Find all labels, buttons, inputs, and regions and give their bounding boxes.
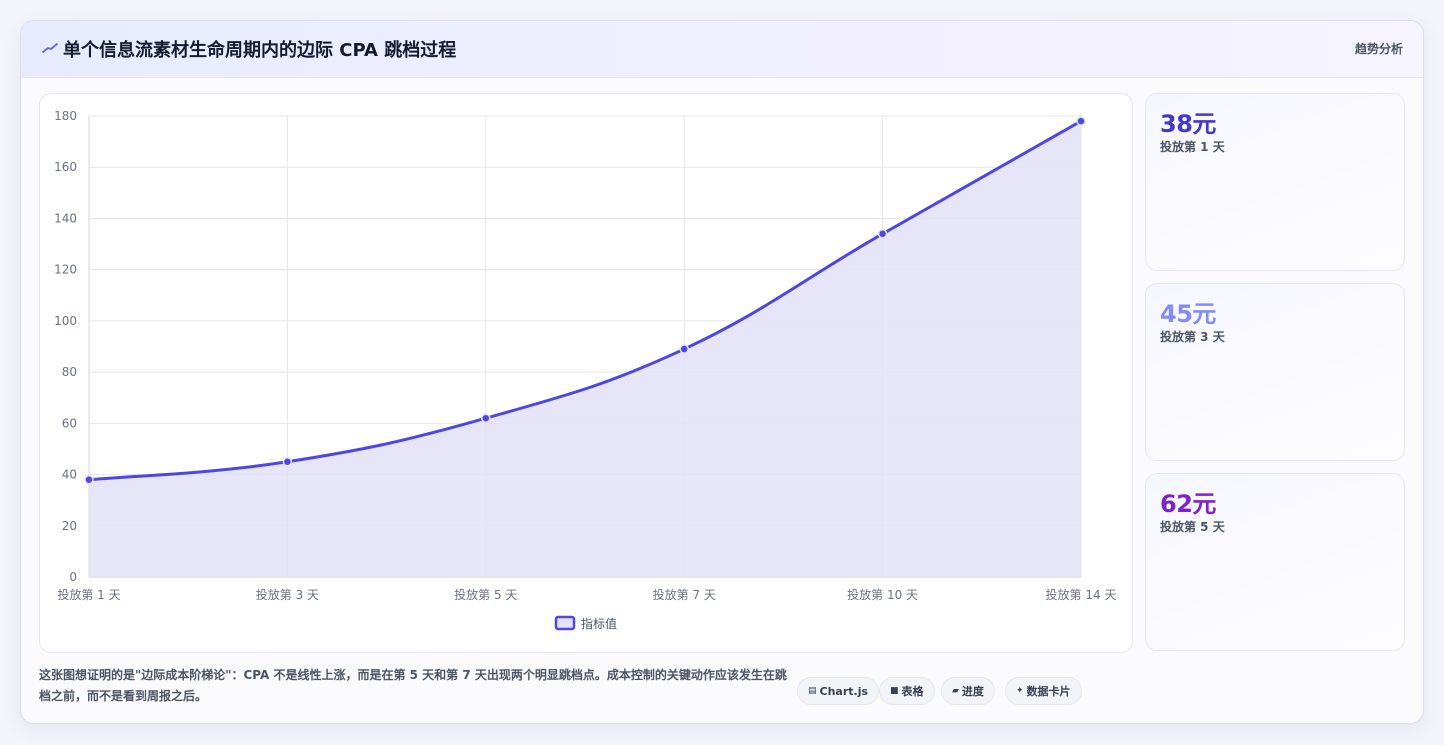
chip-label: 数据卡片 [1026, 685, 1071, 698]
series-line [88, 119, 1082, 482]
chip-data-card[interactable]: ✦ 数据卡片 [1005, 677, 1082, 705]
x-tick-label: 投放第 14 天 [1046, 587, 1117, 602]
panel-header: 单个信息流素材生命周期内的边际 CPA 跳档过程 趋势分析 [21, 21, 1423, 78]
data-point [481, 413, 491, 423]
stat-card-day5: 62元 投放第 5 天 [1145, 473, 1405, 651]
insight-text: 这张图想证明的是"边际成本阶梯论"：CPA 不是线性上涨，而是在第 5 天和第 … [39, 668, 787, 703]
y-tick-label: 180 [54, 109, 77, 123]
trend-icon [42, 43, 58, 53]
y-tick-label: 120 [54, 263, 77, 277]
data-point [84, 474, 94, 485]
y-tick-label: 140 [54, 211, 77, 225]
chip-label: 表格 [901, 685, 924, 698]
table-icon: ■ [890, 686, 899, 696]
y-tick-label: 80 [62, 365, 77, 379]
y-tick-label: 100 [54, 314, 77, 328]
chip-label: 进度 [961, 685, 984, 698]
data-point [1076, 116, 1086, 126]
chip-label: Chart.js [819, 684, 869, 698]
x-tick-label: 投放第 1 天 [57, 587, 120, 602]
dashboard-panel: 单个信息流素材生命周期内的边际 CPA 跳档过程 趋势分析 0 20 40 60 80 1… [20, 20, 1424, 724]
progress-icon: ▰ [952, 686, 959, 696]
stat-label: 投放第 3 天 [1160, 330, 1225, 344]
legend-label: 指标值 [581, 616, 617, 631]
chip-chartjs[interactable]: ▤ Chart.js [797, 677, 880, 705]
x-tick-label: 投放第 10 天 [847, 587, 918, 602]
stat-label: 投放第 5 天 [1160, 520, 1225, 534]
y-tick-label: 20 [62, 519, 77, 533]
x-tick-label: 投放第 3 天 [256, 587, 319, 602]
x-tick-label: 投放第 7 天 [653, 587, 716, 602]
stat-label: 投放第 1 天 [1160, 140, 1225, 154]
x-tick-label: 投放第 5 天 [454, 587, 517, 602]
sparkle-icon: ✦ [1016, 686, 1024, 696]
stat-value: 38元 [1160, 110, 1216, 138]
series-area [89, 121, 1081, 577]
analysis-tag: 趋势分析 [1354, 42, 1403, 56]
stat-card-day1: 38元 投放第 1 天 [1145, 93, 1405, 271]
y-tick-label: 0 [69, 570, 77, 584]
data-point [282, 457, 293, 467]
y-tick-label: 160 [54, 160, 77, 174]
y-tick-label: 60 [62, 416, 77, 430]
data-point [679, 344, 689, 354]
y-tick-label: 40 [62, 468, 77, 482]
stat-value: 62元 [1160, 490, 1216, 518]
stat-value: 45元 [1160, 300, 1216, 328]
stat-card-day3: 45元 投放第 3 天 [1145, 283, 1405, 461]
cpa-line-chart: 0 20 40 60 80 100 120 140 160 180 投放第 1 天 投放第 3 天 投放… [54, 109, 1117, 631]
page-title: 单个信息流素材生命周期内的边际 CPA 跳档过程 [63, 40, 457, 61]
chart-card: 0 20 40 60 80 100 120 140 160 180 投放第 1 天 投放第 3 天 投放… [39, 93, 1133, 653]
legend-swatch [554, 615, 576, 631]
chart-icon: ▤ [808, 686, 817, 696]
chip-table[interactable]: ■ 表格 [879, 677, 935, 705]
chip-progress[interactable]: ▰ 进度 [941, 677, 995, 705]
data-point [877, 229, 888, 239]
